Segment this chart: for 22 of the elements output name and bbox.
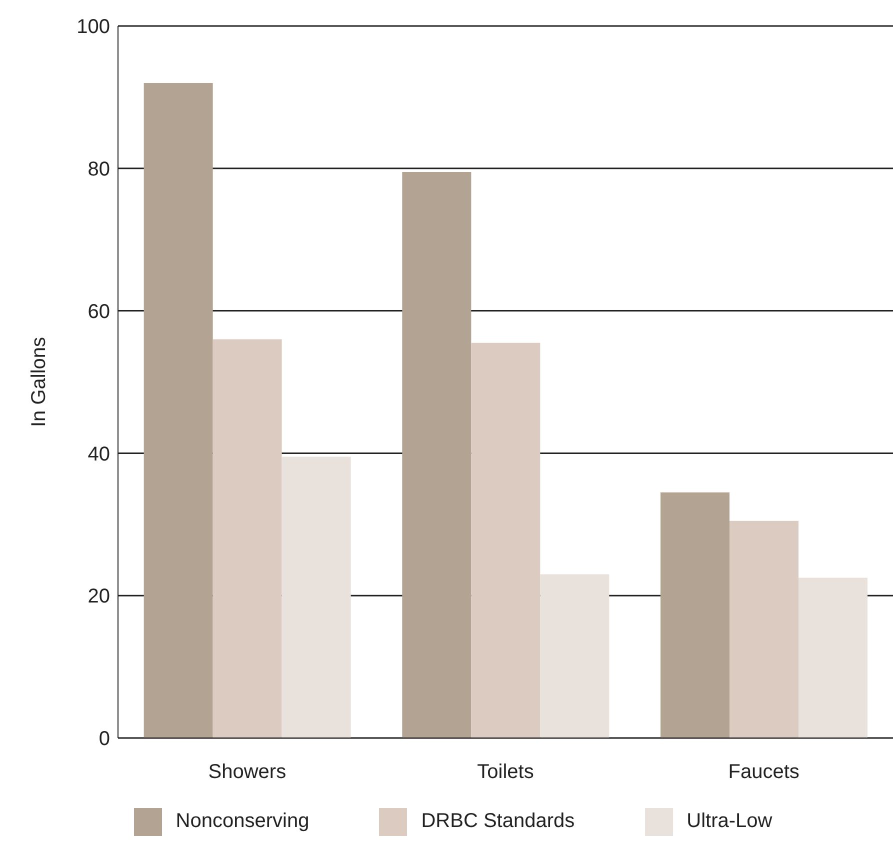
y-tick-label: 40	[88, 443, 110, 466]
bar	[282, 456, 351, 738]
bar	[798, 578, 868, 738]
bar	[402, 172, 472, 738]
bar	[471, 342, 540, 738]
bar	[540, 574, 610, 738]
bar	[730, 520, 798, 738]
x-tick-label: Toilets	[477, 761, 534, 784]
y-tick-label: 20	[88, 586, 110, 608]
legend-label: Ultra-Low	[686, 810, 772, 832]
x-tick-label: Faucets	[728, 761, 800, 784]
y-tick-label: 0	[98, 728, 110, 750]
legend-label: DRBC Standards	[421, 810, 575, 832]
y-axis-title: In Gallons	[28, 336, 50, 428]
bar	[212, 339, 282, 738]
y-tick-label: 80	[88, 158, 110, 180]
y-tick-label: 100	[76, 16, 110, 38]
bar	[660, 492, 730, 738]
y-tick-label: 60	[88, 300, 110, 323]
legend-label: Nonconserving	[176, 810, 310, 832]
x-tick-label: Showers	[208, 761, 286, 784]
bar	[144, 82, 213, 738]
